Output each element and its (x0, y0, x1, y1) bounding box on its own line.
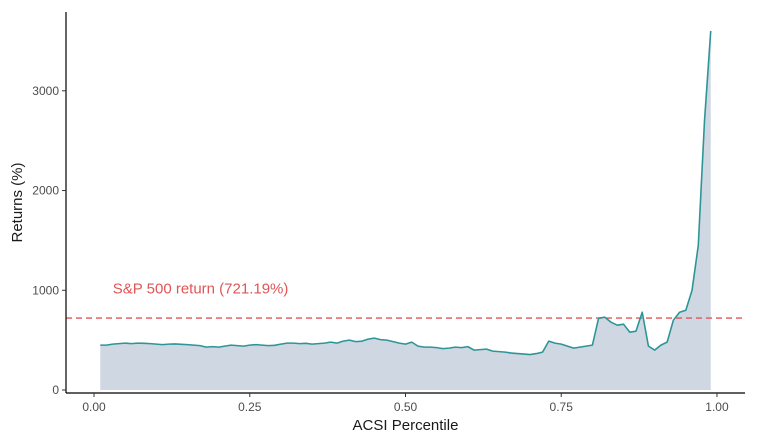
x-axis-ticks: 0.00 0.25 0.50 0.75 1.00 (82, 393, 729, 414)
y-tick-label: 3000 (32, 84, 59, 98)
x-tick-label: 1.00 (705, 400, 729, 414)
x-axis-title: ACSI Percentile (353, 417, 459, 434)
x-tick-label: 0.00 (82, 400, 106, 414)
returns-area (100, 30, 711, 391)
x-tick-label: 0.25 (238, 400, 262, 414)
returns-line (100, 30, 712, 356)
plot-area (66, 30, 745, 391)
y-tick-label: 2000 (32, 184, 59, 198)
y-tick-label: 1000 (32, 283, 59, 297)
y-axis-ticks: 0 1000 2000 3000 (32, 84, 66, 397)
y-axis-title: Returns (%) (9, 162, 26, 242)
sp500-reference-label: S&P 500 return (721.19%) (113, 280, 289, 297)
x-tick-label: 0.50 (394, 400, 418, 414)
y-tick-label: 0 (52, 383, 59, 397)
x-tick-label: 0.75 (550, 400, 574, 414)
